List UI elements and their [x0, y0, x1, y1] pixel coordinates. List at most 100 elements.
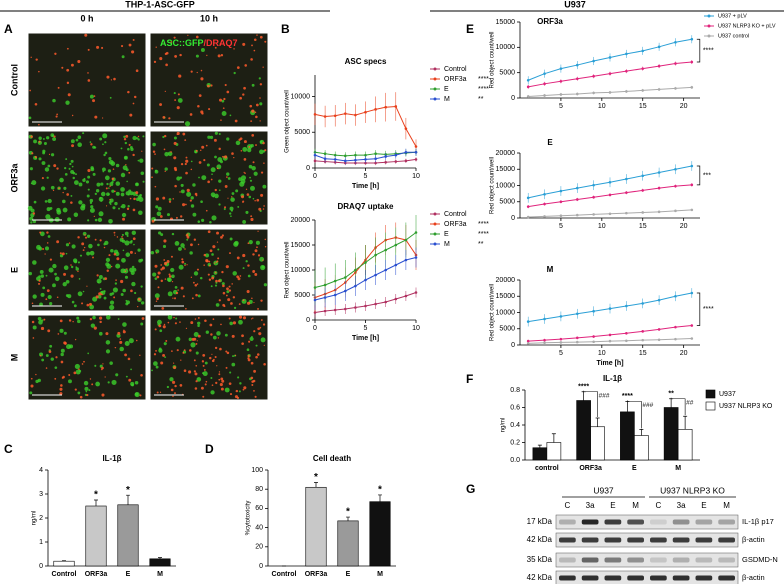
green-spot	[138, 259, 142, 263]
green-spot	[162, 244, 167, 249]
x-tick-label: 10	[412, 173, 420, 180]
green-spot	[109, 304, 115, 311]
legend-marker	[433, 87, 437, 91]
green-spot	[90, 167, 95, 172]
red-spot	[124, 353, 128, 357]
green-spot	[127, 205, 130, 208]
legend-label: Control	[444, 211, 467, 218]
green-spot	[123, 135, 126, 139]
blot-band	[627, 557, 644, 563]
blot-band	[650, 575, 667, 581]
red-spot	[216, 260, 219, 263]
green-spot	[217, 157, 223, 162]
red-spot	[132, 153, 135, 157]
red-spot	[83, 246, 86, 249]
red-spot	[219, 347, 222, 351]
red-spot	[241, 342, 244, 345]
data-point	[657, 45, 661, 49]
red-spot	[211, 384, 214, 386]
red-spot	[163, 261, 168, 266]
green-spot	[44, 167, 50, 172]
protein-label: β-actin	[742, 573, 765, 582]
bar	[149, 558, 171, 567]
red-spot	[116, 236, 119, 238]
red-spot	[99, 316, 103, 320]
red-spot	[155, 197, 160, 201]
green-spot	[106, 192, 110, 197]
green-spot	[106, 315, 111, 320]
green-spot	[77, 261, 80, 264]
red-spot	[59, 387, 63, 391]
green-spot	[176, 176, 181, 181]
red-spot	[242, 201, 244, 203]
green-spot	[112, 206, 116, 210]
green-spot	[105, 257, 111, 262]
red-spot	[262, 208, 265, 210]
red-spot	[44, 253, 46, 255]
red-spot	[219, 98, 223, 102]
green-spot	[56, 209, 62, 215]
significance: *	[346, 507, 350, 518]
red-spot	[207, 180, 210, 184]
red-spot	[222, 107, 225, 109]
green-spot	[59, 254, 64, 258]
red-spot	[193, 337, 197, 341]
error-bar	[581, 391, 586, 401]
green-spot	[47, 295, 52, 300]
red-spot	[195, 149, 198, 152]
green-spot	[97, 243, 100, 247]
blot-band	[604, 557, 622, 563]
red-spot	[60, 360, 64, 364]
red-spot	[210, 333, 213, 336]
red-spot	[239, 137, 243, 140]
blot-band	[627, 519, 644, 525]
red-spot	[90, 143, 93, 146]
red-spot	[86, 285, 88, 287]
green-spot	[245, 210, 249, 214]
data-point	[657, 88, 661, 91]
error-bar	[683, 415, 688, 430]
red-spot	[99, 239, 102, 242]
green-spot	[197, 294, 201, 298]
red-spot	[172, 395, 174, 398]
data-point	[344, 112, 347, 115]
red-spot	[214, 188, 217, 192]
red-spot	[105, 205, 108, 207]
y-tick-label: 0.8	[510, 387, 520, 394]
red-spot	[160, 279, 163, 283]
red-spot	[46, 242, 49, 244]
red-spot	[30, 135, 33, 138]
green-spot	[103, 290, 106, 293]
green-spot	[73, 212, 79, 217]
green-spot	[248, 195, 252, 199]
red-spot	[239, 315, 243, 319]
green-spot	[150, 250, 155, 255]
red-spot	[163, 42, 165, 44]
data-point	[575, 312, 579, 316]
significance: *	[94, 490, 98, 501]
y-axis-label: Red object count/well	[490, 157, 496, 214]
green-spot	[124, 240, 130, 246]
red-spot	[250, 120, 253, 122]
green-spot	[211, 215, 217, 221]
green-spot	[45, 354, 49, 357]
green-spot	[125, 375, 128, 378]
red-spot	[194, 192, 198, 196]
data-point	[384, 300, 388, 304]
red-spot	[177, 93, 180, 96]
error-bar	[314, 482, 318, 488]
red-spot	[253, 330, 256, 333]
red-spot	[172, 297, 174, 299]
green-spot	[94, 218, 98, 222]
overlay-green: ASC::GFP	[160, 38, 204, 48]
data-point	[608, 212, 612, 216]
y-tick-label: 0	[511, 215, 515, 222]
comparison: ###	[599, 392, 610, 399]
green-spot	[142, 135, 145, 138]
red-spot	[259, 83, 263, 86]
data-point	[404, 294, 408, 298]
red-spot	[129, 113, 133, 117]
y-axis-label: %cytotoxicity	[246, 501, 252, 536]
green-spot	[89, 201, 93, 205]
red-spot	[77, 60, 81, 64]
